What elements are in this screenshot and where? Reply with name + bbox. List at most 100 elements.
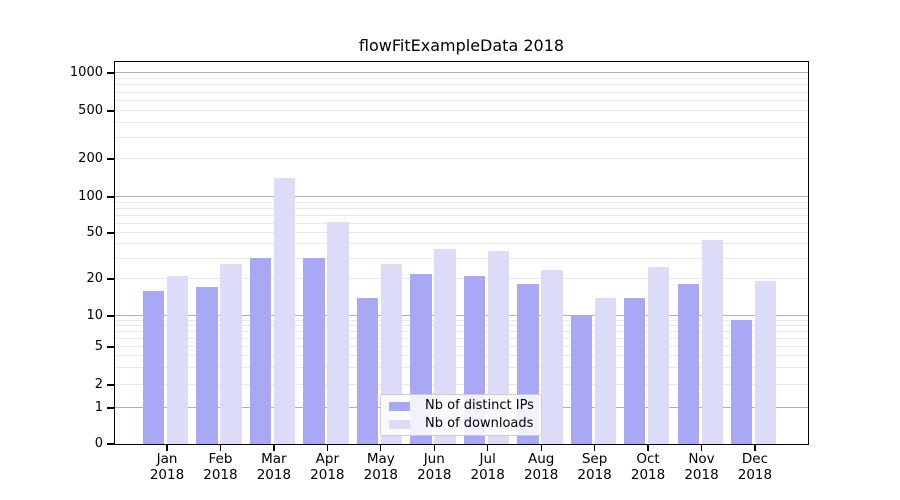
x-tick-mark [487,445,489,451]
y-tick-mark [107,407,114,409]
x-tick-label-dec: Dec 2018 [737,451,773,483]
y-tick-mark [107,158,114,160]
y-tick-mark [107,315,114,317]
x-tick-label-mar: Mar 2018 [256,451,292,483]
x-tick-label-jun: Jun 2018 [417,451,452,483]
gridline-minor [115,319,808,321]
x-tick-label-sep: Sep 2018 [577,451,612,483]
y-tick-mark [107,72,114,74]
gridline-minor [115,232,808,234]
y-tick-label: 2 [94,377,103,392]
y-tick-mark [107,384,114,386]
gridline-minor [115,243,808,245]
gridline-minor [115,100,808,102]
gridline-minor [115,325,808,327]
legend-item-downloads: Nb of downloads [389,417,533,431]
gridline-major [115,196,808,198]
plot-area [114,61,809,445]
gridline-major [115,315,808,317]
bar-downloads-oct [648,267,670,444]
bar-downloads-jan [167,276,189,444]
y-tick-label: 10 [86,308,103,323]
y-tick-mark [107,232,114,234]
y-tick-label: 50 [86,225,103,240]
x-tick-mark [593,445,596,451]
x-tick-mark [273,445,275,451]
x-tick-mark [540,445,542,451]
legend-swatch-distinct-ips [389,401,410,411]
gridline-minor [115,136,808,138]
gridline-minor [115,84,808,86]
y-tick-label: 0 [94,436,103,451]
bar-downloads-mar [273,178,296,444]
gridline-minor [115,222,808,224]
y-tick-mark [107,443,114,445]
bar-downloads-dec [754,281,777,444]
y-tick-mark [107,346,114,348]
gridline-minor [115,91,808,93]
bar-downloads-sep [594,297,616,444]
y-tick-label: 1000 [69,65,103,80]
bar-distinct-ips-oct [624,297,646,444]
gridline-minor [115,384,808,386]
legend: Nb of distinct IPs Nb of downloads [380,394,542,436]
y-tick-mark [107,110,114,112]
x-tick-label-may: May 2018 [363,451,398,483]
legend-item-distinct-ips: Nb of distinct IPs [389,398,534,413]
bar-distinct-ips-feb [196,287,218,444]
x-tick-mark [754,445,756,451]
bar-distinct-ips-may [356,297,379,444]
bar-distinct-ips-jan [143,290,165,444]
gridline-minor [115,158,808,160]
gridline-minor [115,338,808,340]
y-tick-label: 5 [94,339,103,354]
x-tick-mark [326,445,328,451]
bar-distinct-ips-apr [303,258,325,444]
x-tick-mark [647,445,649,451]
y-tick-label: 20 [86,271,103,286]
x-tick-mark [380,445,382,451]
gridline-minor [115,77,808,79]
y-tick-label: 200 [78,151,103,166]
y-tick-mark [107,196,114,198]
x-tick-mark [219,445,222,451]
x-tick-label-aug: Aug 2018 [523,451,559,483]
x-tick-label-jan: Jan 2018 [149,451,185,483]
gridline-major [115,72,808,74]
gridline-minor [115,257,808,259]
x-tick-label-nov: Nov 2018 [684,451,719,483]
gridline-minor [115,355,808,357]
legend-label-downloads: Nb of downloads [425,416,534,431]
x-tick-label-jul: Jul 2018 [470,451,505,483]
y-tick-label: 100 [78,189,103,204]
gridline-minor [115,207,808,209]
chart-title: flowFitExampleData 2018 [358,36,565,55]
y-tick-mark [107,278,114,280]
x-tick-mark [166,445,168,451]
x-tick-label-feb: Feb 2018 [203,451,238,483]
y-tick-label: 1 [94,400,103,415]
bar-distinct-ips-sep [570,315,592,444]
gridline-minor [115,214,808,216]
gridline-minor [115,367,808,369]
legend-swatch-downloads [389,419,410,429]
gridline-minor [115,201,808,203]
gridline-minor [115,110,808,112]
bar-downloads-feb [220,263,242,444]
x-tick-mark [433,445,435,451]
bar-downloads-aug [541,269,563,444]
x-tick-mark [700,445,703,451]
x-tick-label-oct: Oct 2018 [630,451,666,483]
x-tick-label-apr: Apr 2018 [310,451,345,483]
bar-downloads-apr [327,221,349,444]
gridline-minor [115,346,808,348]
y-tick-label: 500 [78,103,103,118]
gridline-minor [115,278,808,280]
bar-distinct-ips-nov [677,284,699,444]
gridline-minor [115,121,808,123]
gridline-minor [115,331,808,333]
legend-label-distinct-ips: Nb of distinct IPs [425,398,534,413]
bar-distinct-ips-mar [249,258,272,444]
bar-downloads-nov [701,240,723,444]
